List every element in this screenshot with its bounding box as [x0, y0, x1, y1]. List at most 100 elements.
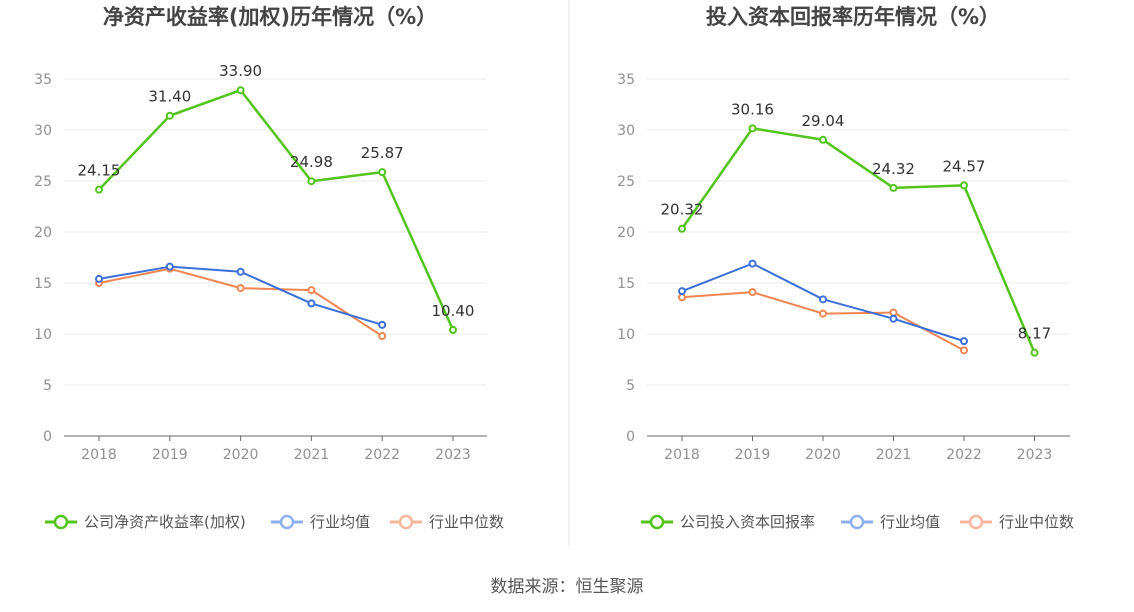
- y-tick-label: 10: [617, 327, 635, 343]
- x-tick-label: 2018: [664, 447, 700, 463]
- data-point[interactable]: [449, 325, 457, 334]
- data-point[interactable]: [307, 299, 316, 308]
- y-tick-label: 35: [617, 72, 635, 88]
- data-point[interactable]: [378, 320, 387, 329]
- y-tick-label: 30: [617, 123, 635, 139]
- data-label: 29.04: [802, 112, 845, 130]
- legend: 公司投入资本回报率 行业均值 行业中位数: [641, 513, 1074, 531]
- data-point[interactable]: [307, 286, 316, 295]
- x-tick-label: 2018: [81, 447, 117, 463]
- data-point[interactable]: [378, 168, 387, 177]
- legend-item-industry-median[interactable]: 行业中位数: [390, 513, 504, 531]
- data-label: 20.32: [661, 201, 704, 219]
- data-point[interactable]: [307, 177, 316, 186]
- y-tick-label: 15: [617, 276, 635, 292]
- y-tick-label: 5: [626, 378, 635, 394]
- data-point[interactable]: [236, 284, 245, 293]
- x-tick-label: 2020: [805, 447, 841, 463]
- data-point[interactable]: [819, 309, 827, 318]
- data-point[interactable]: [748, 288, 757, 297]
- series-line: [98, 267, 383, 337]
- data-point[interactable]: [678, 287, 686, 296]
- y-tick-label: 0: [43, 429, 52, 445]
- y-gridlines: [64, 78, 487, 386]
- data-point[interactable]: [678, 224, 686, 233]
- data-point[interactable]: [236, 86, 245, 95]
- series-group: [678, 124, 1039, 357]
- x-tick-label: 2019: [152, 447, 188, 463]
- y-tick-label: 5: [43, 378, 52, 394]
- y-tick-label: 20: [34, 225, 52, 241]
- legend-marker-icon: [398, 514, 414, 530]
- data-point[interactable]: [960, 181, 968, 190]
- data-point[interactable]: [889, 308, 898, 317]
- data-point[interactable]: [960, 337, 968, 346]
- data-label: 30.16: [731, 100, 774, 118]
- x-tick-label: 2023: [435, 447, 471, 463]
- y-axis: 0 5 10 15 20 25 30 35: [34, 72, 52, 445]
- data-point[interactable]: [889, 314, 898, 323]
- data-point[interactable]: [1030, 348, 1039, 357]
- x-tick-label: 2021: [294, 447, 330, 463]
- series-group: [95, 86, 457, 341]
- legend-label: 行业均值: [880, 513, 940, 531]
- data-labels: 24.15 31.40 33.90 24.98 25.87 10.40: [78, 62, 475, 320]
- legend-label: 公司投入资本回报率: [680, 513, 815, 531]
- data-point[interactable]: [748, 259, 757, 268]
- data-label: 24.57: [943, 157, 986, 175]
- y-tick-label: 30: [34, 123, 52, 139]
- y-tick-label: 25: [617, 174, 635, 190]
- legend-label: 行业中位数: [429, 513, 504, 531]
- legend-item-company[interactable]: 公司投入资本回报率: [641, 513, 815, 531]
- data-point[interactable]: [165, 262, 174, 271]
- x-tick-label: 2020: [223, 447, 259, 463]
- legend-marker-icon: [849, 514, 865, 530]
- x-tick-label: 2022: [946, 447, 982, 463]
- legend-marker-icon: [649, 514, 665, 530]
- data-point[interactable]: [165, 111, 174, 120]
- data-point[interactable]: [95, 185, 103, 194]
- data-point[interactable]: [889, 183, 898, 192]
- x-axis: 2018 2019 2020 2021 2022 2023: [64, 435, 487, 463]
- data-point[interactable]: [378, 332, 387, 341]
- x-tick-label: 2023: [1017, 447, 1053, 463]
- data-source-note: 数据来源：恒生聚源: [491, 577, 644, 597]
- data-point[interactable]: [95, 274, 103, 283]
- data-label: 24.15: [78, 162, 121, 180]
- data-label: 8.17: [1018, 325, 1051, 343]
- y-tick-label: 10: [34, 327, 52, 343]
- data-point[interactable]: [678, 293, 686, 302]
- data-label: 24.98: [290, 153, 333, 171]
- y-tick-label: 25: [34, 174, 52, 190]
- legend-label: 行业中位数: [999, 513, 1074, 531]
- data-label: 31.40: [148, 88, 191, 106]
- legend-item-company[interactable]: 公司净资产收益率(加权): [45, 513, 246, 531]
- data-label: 33.90: [219, 62, 262, 80]
- series-line: [680, 127, 1036, 354]
- legend-label: 公司净资产收益率(加权): [84, 513, 246, 531]
- y-tick-label: 20: [617, 225, 635, 241]
- y-tick-label: 35: [34, 72, 52, 88]
- data-point[interactable]: [748, 124, 757, 133]
- data-labels: 20.32 30.16 29.04 24.32 24.57 8.17: [661, 100, 1052, 342]
- x-tick-label: 2019: [735, 447, 771, 463]
- chart-title: 净资产收益率(加权)历年情况（%）: [103, 5, 437, 29]
- data-point[interactable]: [236, 267, 245, 276]
- data-label: 24.32: [872, 160, 915, 178]
- data-point[interactable]: [819, 295, 827, 304]
- data-label: 25.87: [361, 144, 404, 162]
- data-point[interactable]: [819, 135, 827, 144]
- y-tick-label: 15: [34, 276, 52, 292]
- y-axis: 0 5 10 15 20 25 30 35: [617, 72, 635, 445]
- data-point[interactable]: [960, 346, 968, 355]
- x-axis: 2018 2019 2020 2021 2022 2023: [647, 435, 1070, 463]
- legend-marker-icon: [279, 514, 295, 530]
- legend-item-industry-average[interactable]: 行业均值: [271, 513, 370, 531]
- series-line: [98, 88, 455, 331]
- legend-item-industry-average[interactable]: 行业均值: [841, 513, 940, 531]
- legend-item-industry-median[interactable]: 行业中位数: [960, 513, 1074, 531]
- x-tick-label: 2022: [364, 447, 400, 463]
- chart-title: 投入资本回报率历年情况（%）: [706, 5, 1000, 29]
